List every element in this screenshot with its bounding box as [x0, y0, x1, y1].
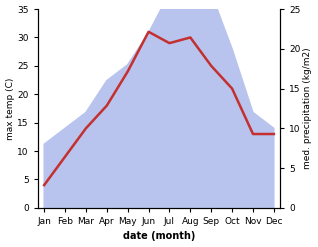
X-axis label: date (month): date (month) [123, 231, 195, 242]
Y-axis label: max temp (C): max temp (C) [5, 77, 15, 140]
Y-axis label: med. precipitation (kg/m2): med. precipitation (kg/m2) [303, 48, 313, 169]
